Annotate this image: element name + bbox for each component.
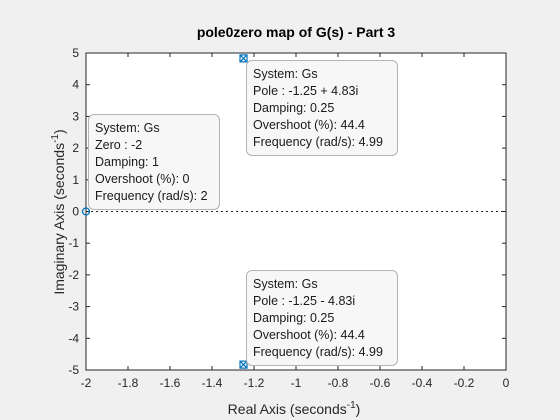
y-tick-label: 0: [72, 205, 79, 219]
pole-marker-box: [239, 360, 248, 369]
y-tick-label: 5: [72, 46, 79, 60]
datatip-line: Frequency (rad/s): 2: [95, 189, 208, 203]
y-tick-label: 4: [72, 78, 79, 92]
tick-group: -2 -1.8 -1.6 -1.4 -1.2 -1 -0.8 -0.6 -0.4 -0.2 0-5-…: [68, 46, 509, 390]
pole-marker[interactable]: [239, 54, 248, 63]
x-tick-label: -1.2: [244, 376, 265, 390]
y-tick-label: -2: [68, 268, 79, 282]
datatip-line: Overshoot (%): 44.4: [253, 118, 365, 132]
x-tick-label: -1.8: [118, 376, 139, 390]
x-tick-label: 0: [503, 376, 510, 390]
datatip-line: Overshoot (%): 0: [95, 172, 190, 186]
x-axis-label: Real Axis (seconds-1): [228, 400, 361, 417]
datatip-line: Damping: 0.25: [253, 311, 335, 325]
y-tick-label: -4: [68, 331, 79, 345]
datatip-line: Frequency (rad/s): 4.99: [253, 345, 383, 359]
pole-marker[interactable]: [239, 360, 248, 369]
datatip-zero[interactable]: System: Gs Zero : -2 Damping: 1 Overshoo…: [88, 114, 220, 210]
y-axis-label-main: Imaginary Axis (seconds: [51, 143, 67, 295]
x-tick-label: -0.2: [454, 376, 475, 390]
datatip-line: System: Gs: [253, 67, 318, 81]
y-tick-label: 2: [72, 141, 79, 155]
y-tick-label: -3: [68, 300, 79, 314]
datatip-line: Zero : -2: [95, 138, 143, 152]
y-axis-label-sup: -1: [50, 134, 61, 143]
datatip-pole-lower[interactable]: System: Gs Pole : -1.25 - 4.83i Damping:…: [246, 270, 398, 366]
datatip-pole-upper[interactable]: System: Gs Pole : -1.25 + 4.83i Damping:…: [246, 60, 398, 156]
pole-marker-cross: [239, 54, 248, 63]
x-tick-label: -1: [291, 376, 302, 390]
y-tick-label: -5: [68, 363, 79, 377]
datatip-line: System: Gs: [253, 277, 318, 291]
zero-marker[interactable]: [81, 207, 91, 216]
x-tick-label: -1.4: [202, 376, 223, 390]
datatip-line: System: Gs: [95, 121, 160, 135]
y-axis-label: Imaginary Axis (seconds-1): [50, 129, 67, 294]
x-tick-label: -0.6: [370, 376, 391, 390]
x-axis-label-end: ): [356, 401, 361, 417]
datatip-line: Frequency (rad/s): 4.99: [253, 135, 383, 149]
y-tick-label: 1: [72, 173, 79, 187]
x-axis-label-main: Real Axis (seconds: [228, 401, 347, 417]
y-tick-label: 3: [72, 109, 79, 123]
pole-marker-cross: [239, 360, 248, 369]
y-tick-label: -1: [68, 236, 79, 250]
x-axis-label-sup: -1: [347, 400, 356, 411]
chart-title: pole0zero map of G(s) - Part 3: [197, 24, 396, 40]
x-tick-label: -0.4: [412, 376, 433, 390]
datatip-line: Overshoot (%): 44.4: [253, 328, 365, 342]
datatip-line: Pole : -1.25 + 4.83i: [253, 84, 359, 98]
datatip-line: Damping: 1: [95, 155, 159, 169]
x-tick-label: -1.6: [160, 376, 181, 390]
x-tick-label: -2: [81, 376, 92, 390]
x-tick-label: -0.8: [328, 376, 349, 390]
datatip-line: Damping: 0.25: [253, 101, 335, 115]
pole-marker-box: [239, 54, 248, 63]
y-axis-label-end: ): [51, 129, 67, 134]
datatip-line: Pole : -1.25 - 4.83i: [253, 294, 356, 308]
marker-group: [81, 54, 248, 369]
